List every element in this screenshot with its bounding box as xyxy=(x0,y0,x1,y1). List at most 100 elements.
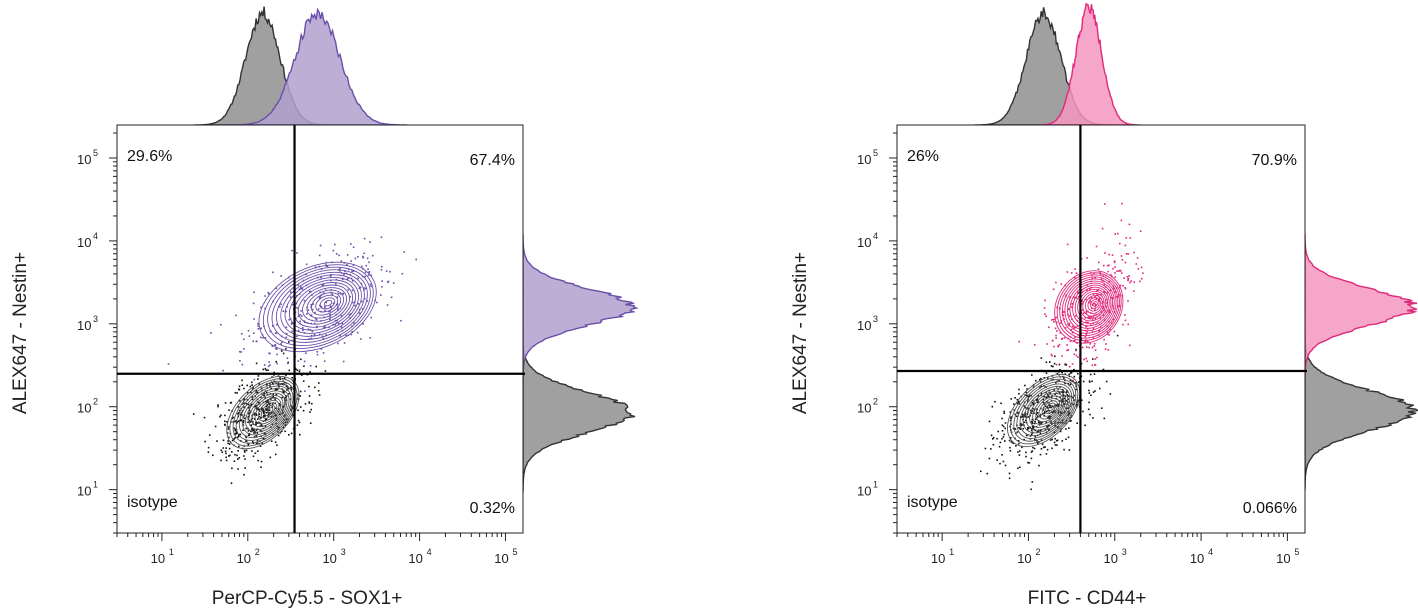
isotype-points-point xyxy=(274,388,277,390)
sample-points-point xyxy=(308,290,311,293)
isotype-points-point xyxy=(247,403,250,406)
isotype-points-point xyxy=(1070,395,1072,398)
sample-contours-level xyxy=(1092,301,1098,307)
isotype-points-point xyxy=(247,418,250,420)
sample-points-point xyxy=(1106,331,1109,333)
sample-points-point xyxy=(1125,253,1128,255)
sample-points-point xyxy=(325,301,328,304)
sample-points-point xyxy=(1100,311,1103,313)
isotype-points-point xyxy=(1081,399,1083,401)
isotype-points-point xyxy=(1008,477,1011,480)
isotype-points-point xyxy=(258,383,261,385)
sample-points-point xyxy=(287,362,289,365)
sample-points-point xyxy=(316,353,319,356)
sample-points-point xyxy=(1117,232,1119,235)
sample-points-point xyxy=(319,244,322,247)
sample-points-point xyxy=(274,344,276,346)
isotype-contours-level xyxy=(232,380,296,444)
isotype-points-point xyxy=(1092,417,1094,419)
sample-contours-level xyxy=(310,292,342,316)
sample-points-point xyxy=(328,310,330,313)
isotype-points-point xyxy=(285,395,288,397)
isotype-points-point xyxy=(274,407,277,409)
isotype-points-point xyxy=(262,437,265,440)
isotype-points-point xyxy=(286,386,289,388)
sample-points-point xyxy=(322,352,325,354)
sample-points-point xyxy=(316,325,318,328)
isotype-points-point xyxy=(1035,379,1037,382)
sample-points-point xyxy=(332,302,335,305)
sample-points-point xyxy=(1085,333,1088,336)
isotype-points-point xyxy=(1054,355,1056,358)
sample-points-point xyxy=(1102,301,1104,303)
isotype-points-point xyxy=(290,387,292,389)
isotype-points-point xyxy=(1045,391,1047,394)
isotype-points-point xyxy=(1031,450,1034,452)
isotype-points-point xyxy=(265,405,268,408)
sample-points-point xyxy=(329,275,332,277)
sample-points-point xyxy=(310,337,313,340)
isotype-points-point xyxy=(283,391,286,393)
isotype-contours-level xyxy=(264,404,276,417)
sample-points-point xyxy=(1098,330,1100,332)
sample-points-point xyxy=(1051,339,1054,342)
sample-points-point xyxy=(1127,300,1129,302)
sample-points-point xyxy=(1121,259,1124,261)
sample-points-point xyxy=(300,286,302,288)
isotype-points-point xyxy=(235,431,238,433)
sample-points-point xyxy=(381,265,383,268)
isotype-points-point xyxy=(1063,377,1065,379)
sample-contours-level xyxy=(306,289,345,319)
isotype-points-point xyxy=(262,368,265,371)
isotype-points-point xyxy=(254,405,257,407)
isotype-contours-level xyxy=(245,390,288,433)
isotype-points-point xyxy=(300,406,302,408)
sample-points-point xyxy=(329,310,332,312)
isotype-points-point xyxy=(980,470,982,473)
sample-points-point xyxy=(1091,277,1094,280)
isotype-points-point xyxy=(1037,430,1040,432)
isotype-points-point xyxy=(208,434,211,436)
isotype-points-point xyxy=(241,384,243,386)
isotype-points-point xyxy=(1047,425,1049,428)
sample-points-point xyxy=(301,315,303,317)
isotype-points-point xyxy=(247,430,250,432)
isotype-points-point xyxy=(1026,388,1028,390)
isotype-points-point xyxy=(997,430,999,433)
sample-points-point xyxy=(389,270,391,273)
sample-points-point xyxy=(1087,316,1090,318)
isotype-points-point xyxy=(1071,380,1073,383)
sample-points-point xyxy=(248,335,251,337)
isotype-points-point xyxy=(1014,413,1016,416)
sample-points-point xyxy=(1045,315,1047,318)
isotype-points-point xyxy=(1062,391,1065,393)
sample-points-point xyxy=(1073,339,1076,342)
sample-points-point xyxy=(289,296,292,298)
sample-points-point xyxy=(1108,334,1110,336)
isotype-points-point xyxy=(984,447,987,450)
sample-points-point xyxy=(337,308,339,310)
sample-points-point xyxy=(269,364,271,366)
sample-points-point xyxy=(277,375,280,377)
y-tick-exponent: 2 xyxy=(93,397,98,407)
isotype-points-point xyxy=(1039,381,1042,383)
isotype-points-point xyxy=(255,362,258,365)
y-tick-exponent: 4 xyxy=(93,231,98,241)
sample-contours-level xyxy=(315,294,339,313)
sample-points-point xyxy=(1100,273,1102,275)
quadrant-label-top-left: 29.6% xyxy=(127,148,172,165)
isotype-points-point xyxy=(988,420,991,423)
x-tick-label: 10 xyxy=(1276,551,1290,566)
isotype-points-point xyxy=(233,460,236,462)
sample-points-point xyxy=(253,332,255,334)
isotype-points-point xyxy=(260,417,262,419)
isotype-points-point xyxy=(246,384,248,387)
isotype-points-point xyxy=(1075,382,1077,384)
sample-points-point xyxy=(332,249,335,252)
sample-points-point xyxy=(239,350,241,353)
isotype-points-point xyxy=(296,424,299,426)
sample-points-point xyxy=(285,382,287,385)
isotype-points-point xyxy=(1044,411,1046,413)
isotype-points-point xyxy=(318,382,320,384)
